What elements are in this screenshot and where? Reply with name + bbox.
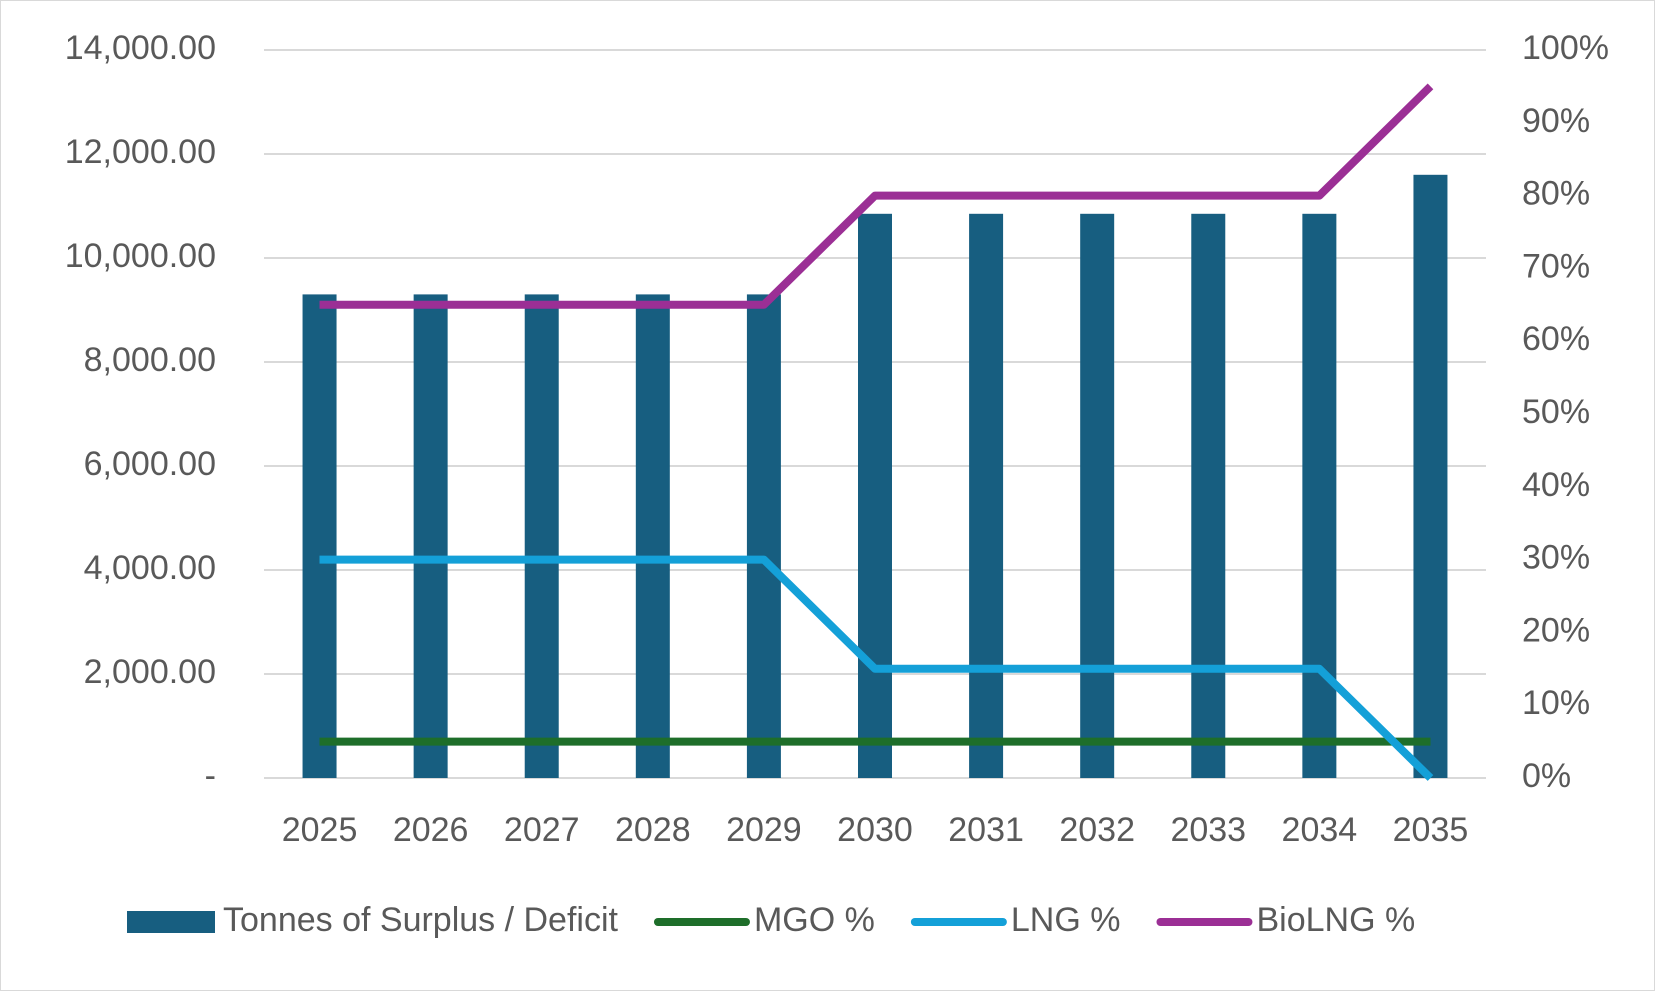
legend-label-biolng: BioLNG % (1256, 901, 1415, 939)
y-right-tick-label: 70% (1522, 247, 1590, 285)
y-left-tick-label: 12,000.00 (65, 133, 216, 171)
bar-2029 (746, 294, 781, 778)
bar-2034 (1302, 213, 1337, 779)
bar-2033 (1191, 213, 1226, 779)
x-tick-label: 2028 (615, 811, 691, 849)
bar-2032 (1080, 213, 1115, 779)
y-right-tick-label: 60% (1522, 320, 1590, 358)
bar-2025 (302, 294, 337, 778)
y-left-tick-label: - (205, 757, 216, 795)
y-right-tick-label: 50% (1522, 393, 1590, 431)
bar-2026 (413, 294, 448, 778)
y-left-tick-label: 4,000.00 (84, 549, 216, 587)
y-right-tick-label: 80% (1522, 175, 1590, 213)
y-left-tick-label: 10,000.00 (65, 237, 216, 275)
y-right-tick-label: 10% (1522, 684, 1590, 722)
y-right-tick-label: 100% (1522, 29, 1609, 67)
x-tick-label: 2031 (948, 811, 1024, 849)
y-right-tick-label: 0% (1522, 757, 1571, 795)
x-tick-label: 2033 (1170, 811, 1246, 849)
y-left-tick-label: 2,000.00 (84, 653, 216, 691)
y-left-tick-label: 14,000.00 (65, 29, 216, 67)
x-tick-label: 2027 (504, 811, 580, 849)
x-tick-label: 2030 (837, 811, 913, 849)
legend-swatch-tonnes-of-surplus-deficit (127, 911, 215, 933)
legend-label-tonnes-of-surplus-deficit: Tonnes of Surplus / Deficit (223, 901, 619, 939)
y-left-tick-label: 6,000.00 (84, 445, 216, 483)
bar-2035 (1413, 174, 1448, 779)
y-right-tick-label: 30% (1522, 539, 1590, 577)
bar-2031 (969, 213, 1004, 779)
x-tick-label: 2034 (1282, 811, 1358, 849)
x-tick-label: 2029 (726, 811, 802, 849)
x-tick-label: 2035 (1393, 811, 1469, 849)
y-right-tick-label: 40% (1522, 466, 1590, 504)
legend-label-lng: LNG % (1011, 901, 1121, 939)
y-right-tick-label: 20% (1522, 611, 1590, 649)
bar-2030 (858, 213, 892, 779)
y-left-tick-label: 8,000.00 (84, 341, 216, 379)
x-tick-label: 2025 (282, 811, 358, 849)
x-tick-label: 2032 (1059, 811, 1135, 849)
bar-2027 (524, 294, 559, 778)
y-right-tick-label: 90% (1522, 102, 1590, 140)
bar-2028 (635, 294, 670, 778)
line-series-lng (319, 555, 1434, 781)
x-tick-label: 2026 (393, 811, 469, 849)
legend-label-mgo: MGO % (754, 901, 875, 939)
line-series-biolng (319, 83, 1434, 309)
